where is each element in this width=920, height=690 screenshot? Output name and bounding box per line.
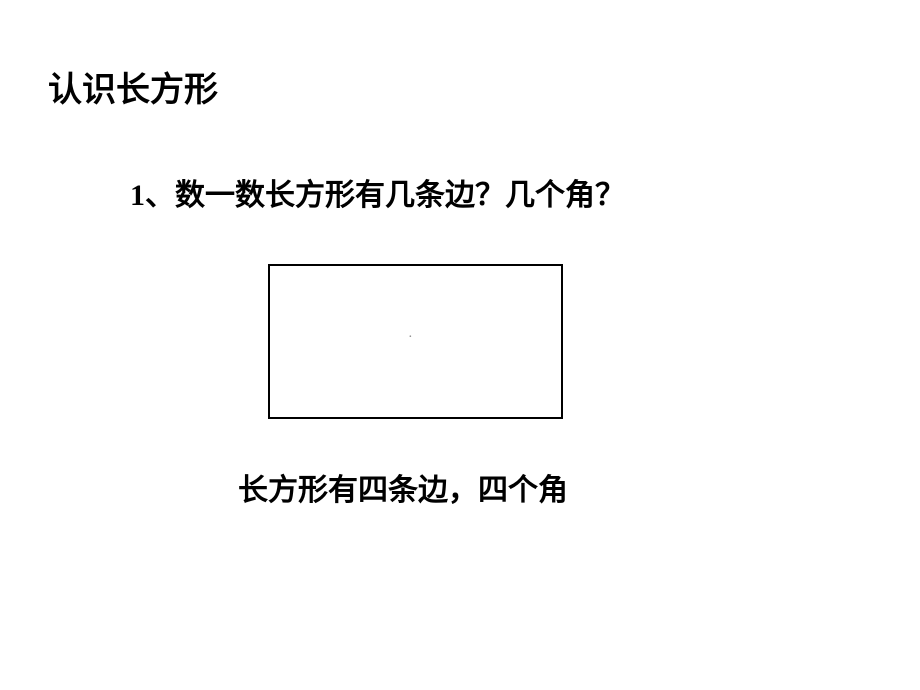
center-dot: ·: [408, 330, 413, 346]
answer-text: 长方形有四条边，四个角: [238, 465, 568, 509]
question-text: 1、数一数长方形有几条边？几个角？: [130, 170, 625, 214]
rectangle-shape: [268, 264, 563, 419]
slide-title: 认识长方形: [48, 62, 218, 111]
